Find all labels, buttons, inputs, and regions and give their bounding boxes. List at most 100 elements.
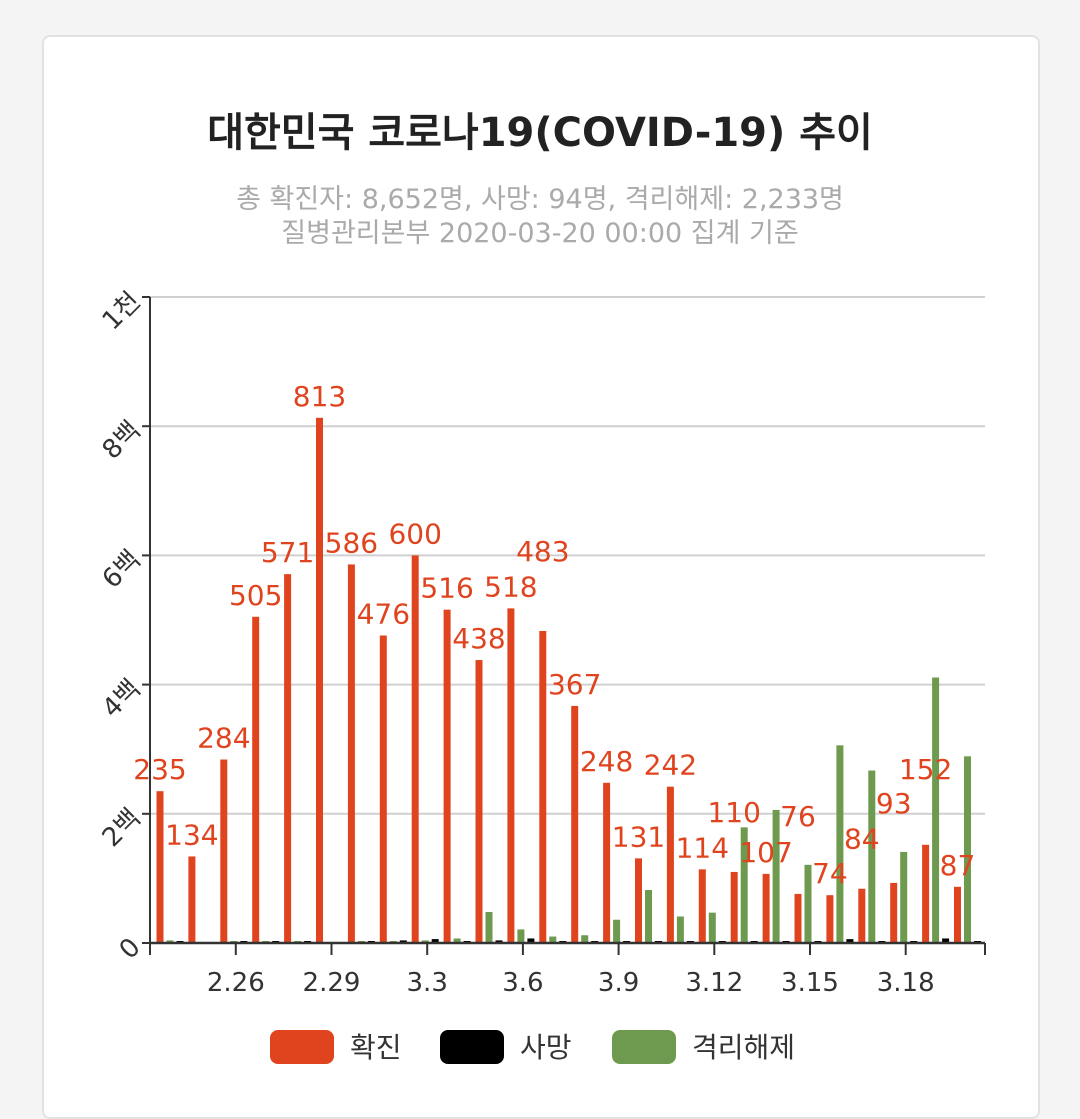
bar-확진-3.17 <box>858 888 866 943</box>
data-label: 84 <box>844 823 880 856</box>
bar-확진-3.16 <box>826 895 834 943</box>
data-label: 586 <box>325 526 378 559</box>
data-label: 74 <box>812 857 848 890</box>
bar-확진-3.11 <box>666 786 674 943</box>
bar-확진-2.27 <box>252 616 260 943</box>
bar-격리해제-3.17 <box>868 770 876 943</box>
bar-격리해제-3.20 <box>964 756 971 943</box>
data-label: 131 <box>612 820 665 853</box>
bar-사망-3.5 <box>495 940 503 943</box>
data-label: 248 <box>580 745 633 778</box>
x-tick-label: 3.6 <box>502 968 543 998</box>
bar-격리해제-3.9 <box>613 919 621 943</box>
bar-격리해제-3.10 <box>645 890 652 943</box>
bar-확진-3.20 <box>954 886 961 943</box>
bar-사망-3.19 <box>942 938 950 943</box>
bar-확진-2.29 <box>316 417 323 943</box>
x-tick-label: 3.3 <box>407 968 448 998</box>
data-label: 476 <box>357 598 410 631</box>
bar-확진-3.3 <box>411 555 419 943</box>
data-label: 87 <box>940 849 976 882</box>
data-label: 235 <box>133 753 186 786</box>
bar-확진-2.28 <box>284 574 292 943</box>
bar-확진-3.12 <box>698 869 706 943</box>
bar-확진-3.8 <box>571 705 579 943</box>
data-label: 505 <box>229 579 282 612</box>
bar-격리해제-3.19 <box>932 677 940 943</box>
y-tick-label: 8백 <box>97 416 147 466</box>
bar-확진-2.26 <box>220 759 228 943</box>
chart-subtitle-1: 총 확진자: 8,652명, 사망: 94명, 격리해제: 2,233명 <box>236 184 844 215</box>
bar-확진-2.25 <box>188 856 196 943</box>
x-tick-label: 3.9 <box>598 968 639 998</box>
bar-사망-3.16 <box>846 939 854 943</box>
bar-사망-3.3 <box>431 939 439 943</box>
data-label: 483 <box>516 535 569 568</box>
data-label: 518 <box>484 570 537 603</box>
bar-격리해제-3.4 <box>453 938 461 943</box>
data-label: 110 <box>707 796 760 829</box>
legend-swatch-사망 <box>440 1030 504 1064</box>
bar-확진-3.5 <box>475 660 483 943</box>
legend-label: 확진 <box>350 1031 402 1064</box>
data-label: 516 <box>420 572 473 605</box>
bar-사망-3.2 <box>399 940 407 943</box>
bar-격리해제-3.12 <box>708 912 716 943</box>
bar-확진-3.19 <box>922 844 930 943</box>
bar-확진-2.24 <box>156 791 164 943</box>
data-label: 134 <box>165 818 218 851</box>
bar-확진-3.15 <box>794 893 802 943</box>
data-label: 114 <box>676 831 729 864</box>
covid-chart: 대한민국 코로나19(COVID-19) 추이 총 확진자: 8,652명, 사… <box>97 110 986 1064</box>
bar-격리해제-3.3 <box>421 940 429 943</box>
bar-확진-3.2 <box>379 635 387 943</box>
bar-격리해제-3.7 <box>549 936 557 943</box>
y-tick-label: 1천 <box>97 286 147 336</box>
bar-확진-3.6 <box>507 608 515 943</box>
bar-확진-3.1 <box>347 564 355 943</box>
data-label: 76 <box>780 800 816 833</box>
data-label: 242 <box>644 749 697 782</box>
data-label: 284 <box>197 722 250 755</box>
bar-사망-3.6 <box>527 938 535 943</box>
x-tick-label: 3.12 <box>685 968 743 998</box>
x-tick-label: 3.15 <box>781 968 839 998</box>
data-label: 813 <box>293 380 346 413</box>
bar-확진-3.7 <box>539 630 547 943</box>
data-label: 600 <box>388 517 441 550</box>
bar-격리해제-3.16 <box>836 745 844 943</box>
data-label: 152 <box>899 753 952 786</box>
legend-label: 사망 <box>520 1031 572 1064</box>
data-label: 571 <box>261 536 314 569</box>
x-tick-label: 3.18 <box>877 968 935 998</box>
bar-확진-3.13 <box>730 871 738 943</box>
data-label: 438 <box>452 622 505 655</box>
legend-swatch-확진 <box>270 1030 334 1064</box>
y-tick-label: 0 <box>114 932 147 965</box>
bar-격리해제-3.8 <box>581 935 589 943</box>
chart-title: 대한민국 코로나19(COVID-19) 추이 <box>207 110 873 156</box>
y-tick-label: 2백 <box>97 803 147 853</box>
bar-확진-3.14 <box>762 873 770 943</box>
bar-격리해제-3.11 <box>676 916 684 943</box>
y-tick-label: 6백 <box>97 545 147 595</box>
y-tick-label: 4백 <box>97 674 147 724</box>
legend-label: 격리해제 <box>692 1031 795 1064</box>
data-label: 93 <box>876 787 912 820</box>
chart-subtitle-2: 질병관리본부 2020-03-20 00:00 집계 기준 <box>281 218 798 249</box>
bar-격리해제-3.18 <box>900 851 908 943</box>
data-label: 367 <box>548 668 601 701</box>
bar-확진-3.9 <box>603 782 611 943</box>
bar-격리해제-3.14 <box>772 809 780 943</box>
bar-격리해제-3.13 <box>740 827 748 943</box>
bar-격리해제-3.6 <box>517 929 525 943</box>
data-label: 107 <box>739 836 792 869</box>
bar-격리해제-3.5 <box>485 911 493 943</box>
bar-확진-3.4 <box>443 609 451 943</box>
x-tick-label: 2.26 <box>207 968 265 998</box>
bar-격리해제-3.15 <box>804 864 812 943</box>
bar-격리해제-2.24 <box>166 940 174 943</box>
x-tick-label: 2.29 <box>303 968 361 998</box>
legend-swatch-격리해제 <box>612 1030 676 1064</box>
bar-확진-3.10 <box>635 858 642 943</box>
